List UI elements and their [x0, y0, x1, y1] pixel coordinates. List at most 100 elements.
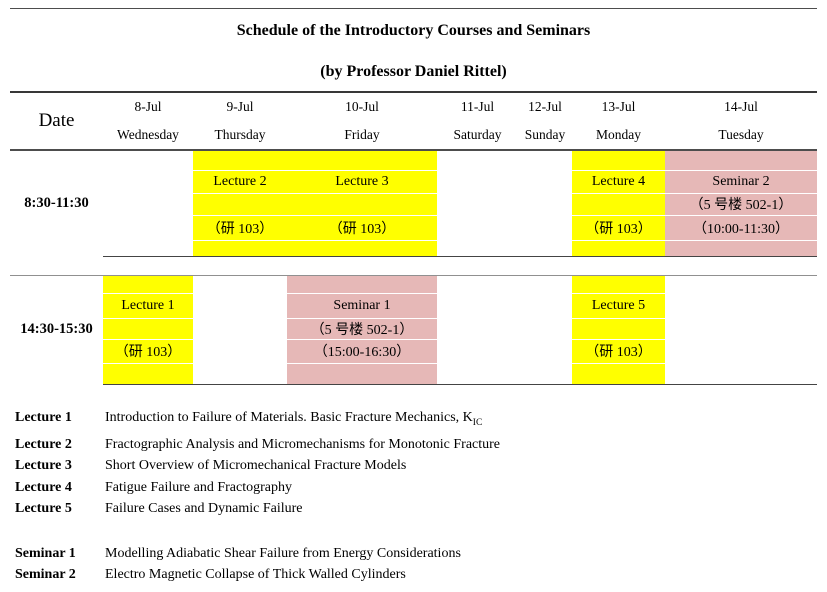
empty-cell — [437, 193, 518, 216]
legend-description: Modelling Adiabatic Shear Failure from E… — [105, 545, 461, 561]
legend-description: Failure Cases and Dynamic Failure — [105, 501, 303, 517]
header-date-text: 12-Jul — [528, 99, 562, 114]
afternoon-subrow-2: Lecture 1 Seminar 1 Lecture 5 — [10, 293, 817, 319]
morning-subrow-4: （研 103） （研 103） （研 103） （10:00-11:30） — [10, 215, 817, 241]
empty-cell — [518, 318, 572, 340]
empty-cell — [572, 275, 665, 294]
block-gap-row — [10, 256, 817, 276]
empty-cell — [287, 193, 437, 216]
column-header-thursday: 9-Jul Thursday — [193, 91, 287, 151]
time-slot-morning: 8:30-11:30 — [10, 150, 103, 257]
empty-cell — [287, 150, 437, 171]
morning-subrow-5 — [10, 240, 817, 257]
legend-description-subscript: IC — [472, 417, 483, 428]
empty-cell — [665, 363, 817, 385]
document: Schedule of the Introductory Courses and… — [10, 8, 817, 586]
header-date-text: 10-Jul — [345, 99, 379, 114]
header-row: Date 8-Jul Wednesday 9-Jul Thursday 10-J… — [10, 91, 817, 151]
column-header-wednesday: 8-Jul Wednesday — [103, 91, 193, 151]
legend-description: Introduction to Failure of Materials. Ba… — [105, 407, 817, 434]
legend-row-seminar-1: Seminar 1 Modelling Adiabatic Shear Fail… — [15, 543, 817, 565]
empty-cell — [437, 256, 518, 276]
empty-cell — [193, 363, 287, 385]
empty-cell — [665, 339, 817, 364]
empty-cell — [437, 240, 518, 257]
empty-cell — [572, 256, 665, 276]
legend-seminars: Seminar 1 Modelling Adiabatic Shear Fail… — [15, 543, 817, 586]
empty-cell — [518, 240, 572, 257]
cell-lecture-2-room: （研 103） — [193, 215, 287, 241]
legend-label: Lecture 2 — [15, 436, 72, 452]
cell-seminar-1-time: （15:00-16:30） — [287, 339, 437, 364]
header-day-text: Wednesday — [117, 127, 179, 142]
column-header-sunday: 12-Jul Sunday — [518, 91, 572, 151]
empty-cell — [665, 318, 817, 340]
empty-cell — [572, 240, 665, 257]
empty-cell — [10, 256, 103, 276]
empty-cell — [665, 293, 817, 319]
page-subtitle: (by Professor Daniel Rittel) — [320, 63, 507, 80]
header-day-text: Saturday — [453, 127, 502, 142]
empty-cell — [193, 240, 287, 257]
header-date-text: 11-Jul — [460, 99, 495, 114]
legend-row-lecture-2: Lecture 2 Fractographic Analysis and Mic… — [15, 434, 817, 456]
header-day-text: Friday — [344, 127, 380, 142]
cell-lecture-4-room: （研 103） — [572, 215, 665, 241]
top-divider — [10, 8, 817, 9]
morning-subrow-3: （5 号楼 502-1） — [10, 193, 817, 216]
legend: Lecture 1 Introduction to Failure of Mat… — [10, 407, 817, 586]
column-header-saturday: 11-Jul Saturday — [437, 91, 518, 151]
header-date-text: 13-Jul — [601, 99, 636, 114]
empty-cell — [665, 150, 817, 171]
header-date-text: 8-Jul — [134, 99, 162, 114]
cell-seminar-1-location: （5 号楼 502-1） — [287, 318, 437, 340]
empty-cell — [518, 363, 572, 385]
empty-cell — [437, 275, 518, 294]
cell-lecture-1-room: （研 103） — [103, 339, 193, 364]
cell-seminar-2-time: （10:00-11:30） — [665, 215, 817, 241]
empty-cell — [518, 256, 572, 276]
empty-cell — [103, 215, 193, 241]
header-date-text: 9-Jul — [226, 99, 254, 114]
empty-cell — [287, 363, 437, 385]
legend-description: Fractographic Analysis and Micromechanis… — [105, 436, 501, 452]
empty-cell — [193, 293, 287, 319]
time-slot-afternoon: 14:30-15:30 — [10, 275, 103, 385]
page-title: Schedule of the Introductory Courses and… — [236, 22, 591, 39]
empty-cell — [103, 318, 193, 340]
legend-description: Fatigue Failure and Fractography — [105, 479, 293, 495]
legend-lectures: Lecture 1 Introduction to Failure of Mat… — [15, 407, 817, 520]
header-date-text: 14-Jul — [724, 99, 758, 114]
morning-subrow-1: 8:30-11:30 — [10, 150, 817, 257]
afternoon-subrow-3: （5 号楼 502-1） — [10, 318, 817, 340]
empty-cell — [572, 363, 665, 385]
cell-seminar-1-title: Seminar 1 — [287, 293, 437, 319]
empty-cell — [103, 150, 193, 171]
empty-cell — [193, 256, 287, 276]
legend-description: Short Overview of Micromechanical Fractu… — [105, 458, 407, 474]
empty-cell — [518, 339, 572, 364]
legend-row-lecture-3: Lecture 3 Short Overview of Micromechani… — [15, 455, 817, 477]
empty-cell — [437, 363, 518, 385]
empty-cell — [103, 363, 193, 385]
cell-lecture-4-title: Lecture 4 — [572, 170, 665, 194]
afternoon-subrow-4: （研 103） （15:00-16:30） （研 103） — [10, 339, 817, 364]
column-header-date: Date — [10, 91, 103, 151]
afternoon-subrow-1: 14:30-15:30 — [10, 275, 817, 385]
empty-cell — [287, 275, 437, 294]
header-day-text: Tuesday — [718, 127, 764, 142]
empty-cell — [518, 170, 572, 194]
cell-lecture-1-title: Lecture 1 — [103, 293, 193, 319]
empty-cell — [665, 275, 817, 294]
empty-cell — [665, 256, 817, 276]
empty-cell — [193, 339, 287, 364]
legend-label: Seminar 1 — [15, 545, 76, 561]
column-header-tuesday: 14-Jul Tuesday — [665, 91, 817, 151]
empty-cell — [193, 150, 287, 171]
empty-cell — [518, 293, 572, 319]
empty-cell — [572, 193, 665, 216]
empty-cell — [437, 150, 518, 171]
cell-lecture-3-room: （研 103） — [287, 215, 437, 241]
legend-row-lecture-4: Lecture 4 Fatigue Failure and Fractograp… — [15, 477, 817, 499]
legend-label: Lecture 3 — [15, 458, 72, 474]
